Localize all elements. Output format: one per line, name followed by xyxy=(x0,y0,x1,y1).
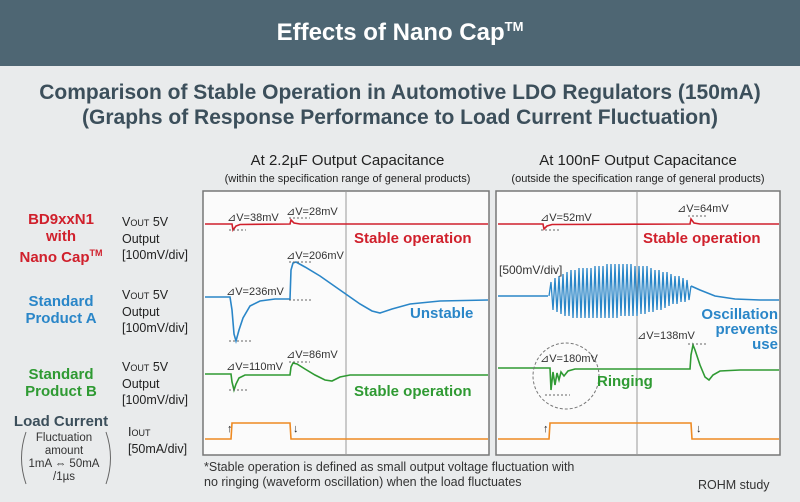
left-column-subtitle: (within the specification range of gener… xyxy=(224,173,471,185)
annotation-left-std-b-drop: ⊿V=110mV xyxy=(226,361,284,373)
left-column-title: At 2.2µF Output Capacitance xyxy=(250,152,445,169)
annotation-left-std-a-rise: ⊿V=206mV xyxy=(286,250,344,262)
svg-text:↑: ↑ xyxy=(227,423,233,435)
trace-right-load xyxy=(498,422,779,440)
row-label-standard-b: Standard Product B xyxy=(25,366,97,400)
source-credit: ROHM study xyxy=(698,478,770,492)
right-column-title: At 100nF Output Capacitance xyxy=(539,152,737,169)
status-right-std-b: Ringing xyxy=(597,373,653,390)
annotation-right-bd9-drop: ⊿V=52mV xyxy=(540,212,592,224)
trace-left-load xyxy=(205,422,488,440)
row-label-load-current: Load Current xyxy=(13,413,109,430)
status-right-bd9: Stable operation xyxy=(643,230,761,247)
annotation-right-std-b-rise: ⊿V=138mV xyxy=(637,330,695,342)
signal-label-bd9: VOUT 5V Output [100mV/div] xyxy=(122,215,189,262)
status-left-bd9: Stable operation xyxy=(354,230,472,247)
status-left-std-b: Stable operation xyxy=(354,383,472,400)
signal-label-std-b: VOUT 5V Output [100mV/div] xyxy=(122,360,189,407)
annotation-left-std-a-drop: ⊿V=236mV xyxy=(226,286,284,298)
right-column-subtitle: (outside the specification range of gene… xyxy=(511,173,765,185)
svg-text:↑: ↑ xyxy=(543,423,549,435)
row-label-bd9xxn1: BD9xxN1 with Nano CapTM xyxy=(19,211,103,266)
annotation-left-std-b-rise: ⊿V=86mV xyxy=(286,349,338,361)
svg-text:↓: ↓ xyxy=(293,423,299,435)
fluctuation-amount: Fluctuation amount 1mA ⇔ 50mA/1µs xyxy=(28,432,100,483)
header-banner: Effects of Nano CapTM xyxy=(0,0,800,66)
trace-left-std-b xyxy=(205,362,488,393)
status-right-std-a: Oscillation prevents use xyxy=(701,306,778,353)
trace-right-std-a-oscillation xyxy=(548,263,692,319)
banner-title: Effects of Nano CapTM xyxy=(276,19,524,46)
footnote: *Stable operation is defined as small ou… xyxy=(204,460,575,489)
annotation-left-bd9-rise: ⊿V=28mV xyxy=(286,206,338,218)
annotation-left-bd9-drop: ⊿V=38mV xyxy=(227,212,279,224)
status-left-std-a: Unstable xyxy=(410,305,474,322)
signal-label-std-a: VOUT 5V Output [100mV/div] xyxy=(122,288,189,335)
trace-left-std-a xyxy=(205,261,489,344)
annotation-right-std-b-drop: ⊿V=180mV xyxy=(540,353,598,365)
row-label-standard-a: Standard Product A xyxy=(25,293,97,327)
ringing-circle xyxy=(532,342,600,410)
fluctuation-brackets xyxy=(21,431,111,485)
right-scope-panel xyxy=(495,190,781,456)
svg-text:↓: ↓ xyxy=(696,423,702,435)
page-title: Comparison of Stable Operation in Automo… xyxy=(39,81,761,104)
trace-right-std-b xyxy=(498,342,779,391)
signal-label-load: IOUT [50mA/div] xyxy=(128,425,188,456)
trace-right-bd9 xyxy=(498,217,779,231)
page-subtitle: (Graphs of Response Performance to Load … xyxy=(82,106,718,129)
trace-left-bd9 xyxy=(205,218,488,232)
annotation-right-bd9-rise: ⊿V=64mV xyxy=(677,203,729,215)
scale-right-std-a: [500mV/div] xyxy=(499,263,563,277)
